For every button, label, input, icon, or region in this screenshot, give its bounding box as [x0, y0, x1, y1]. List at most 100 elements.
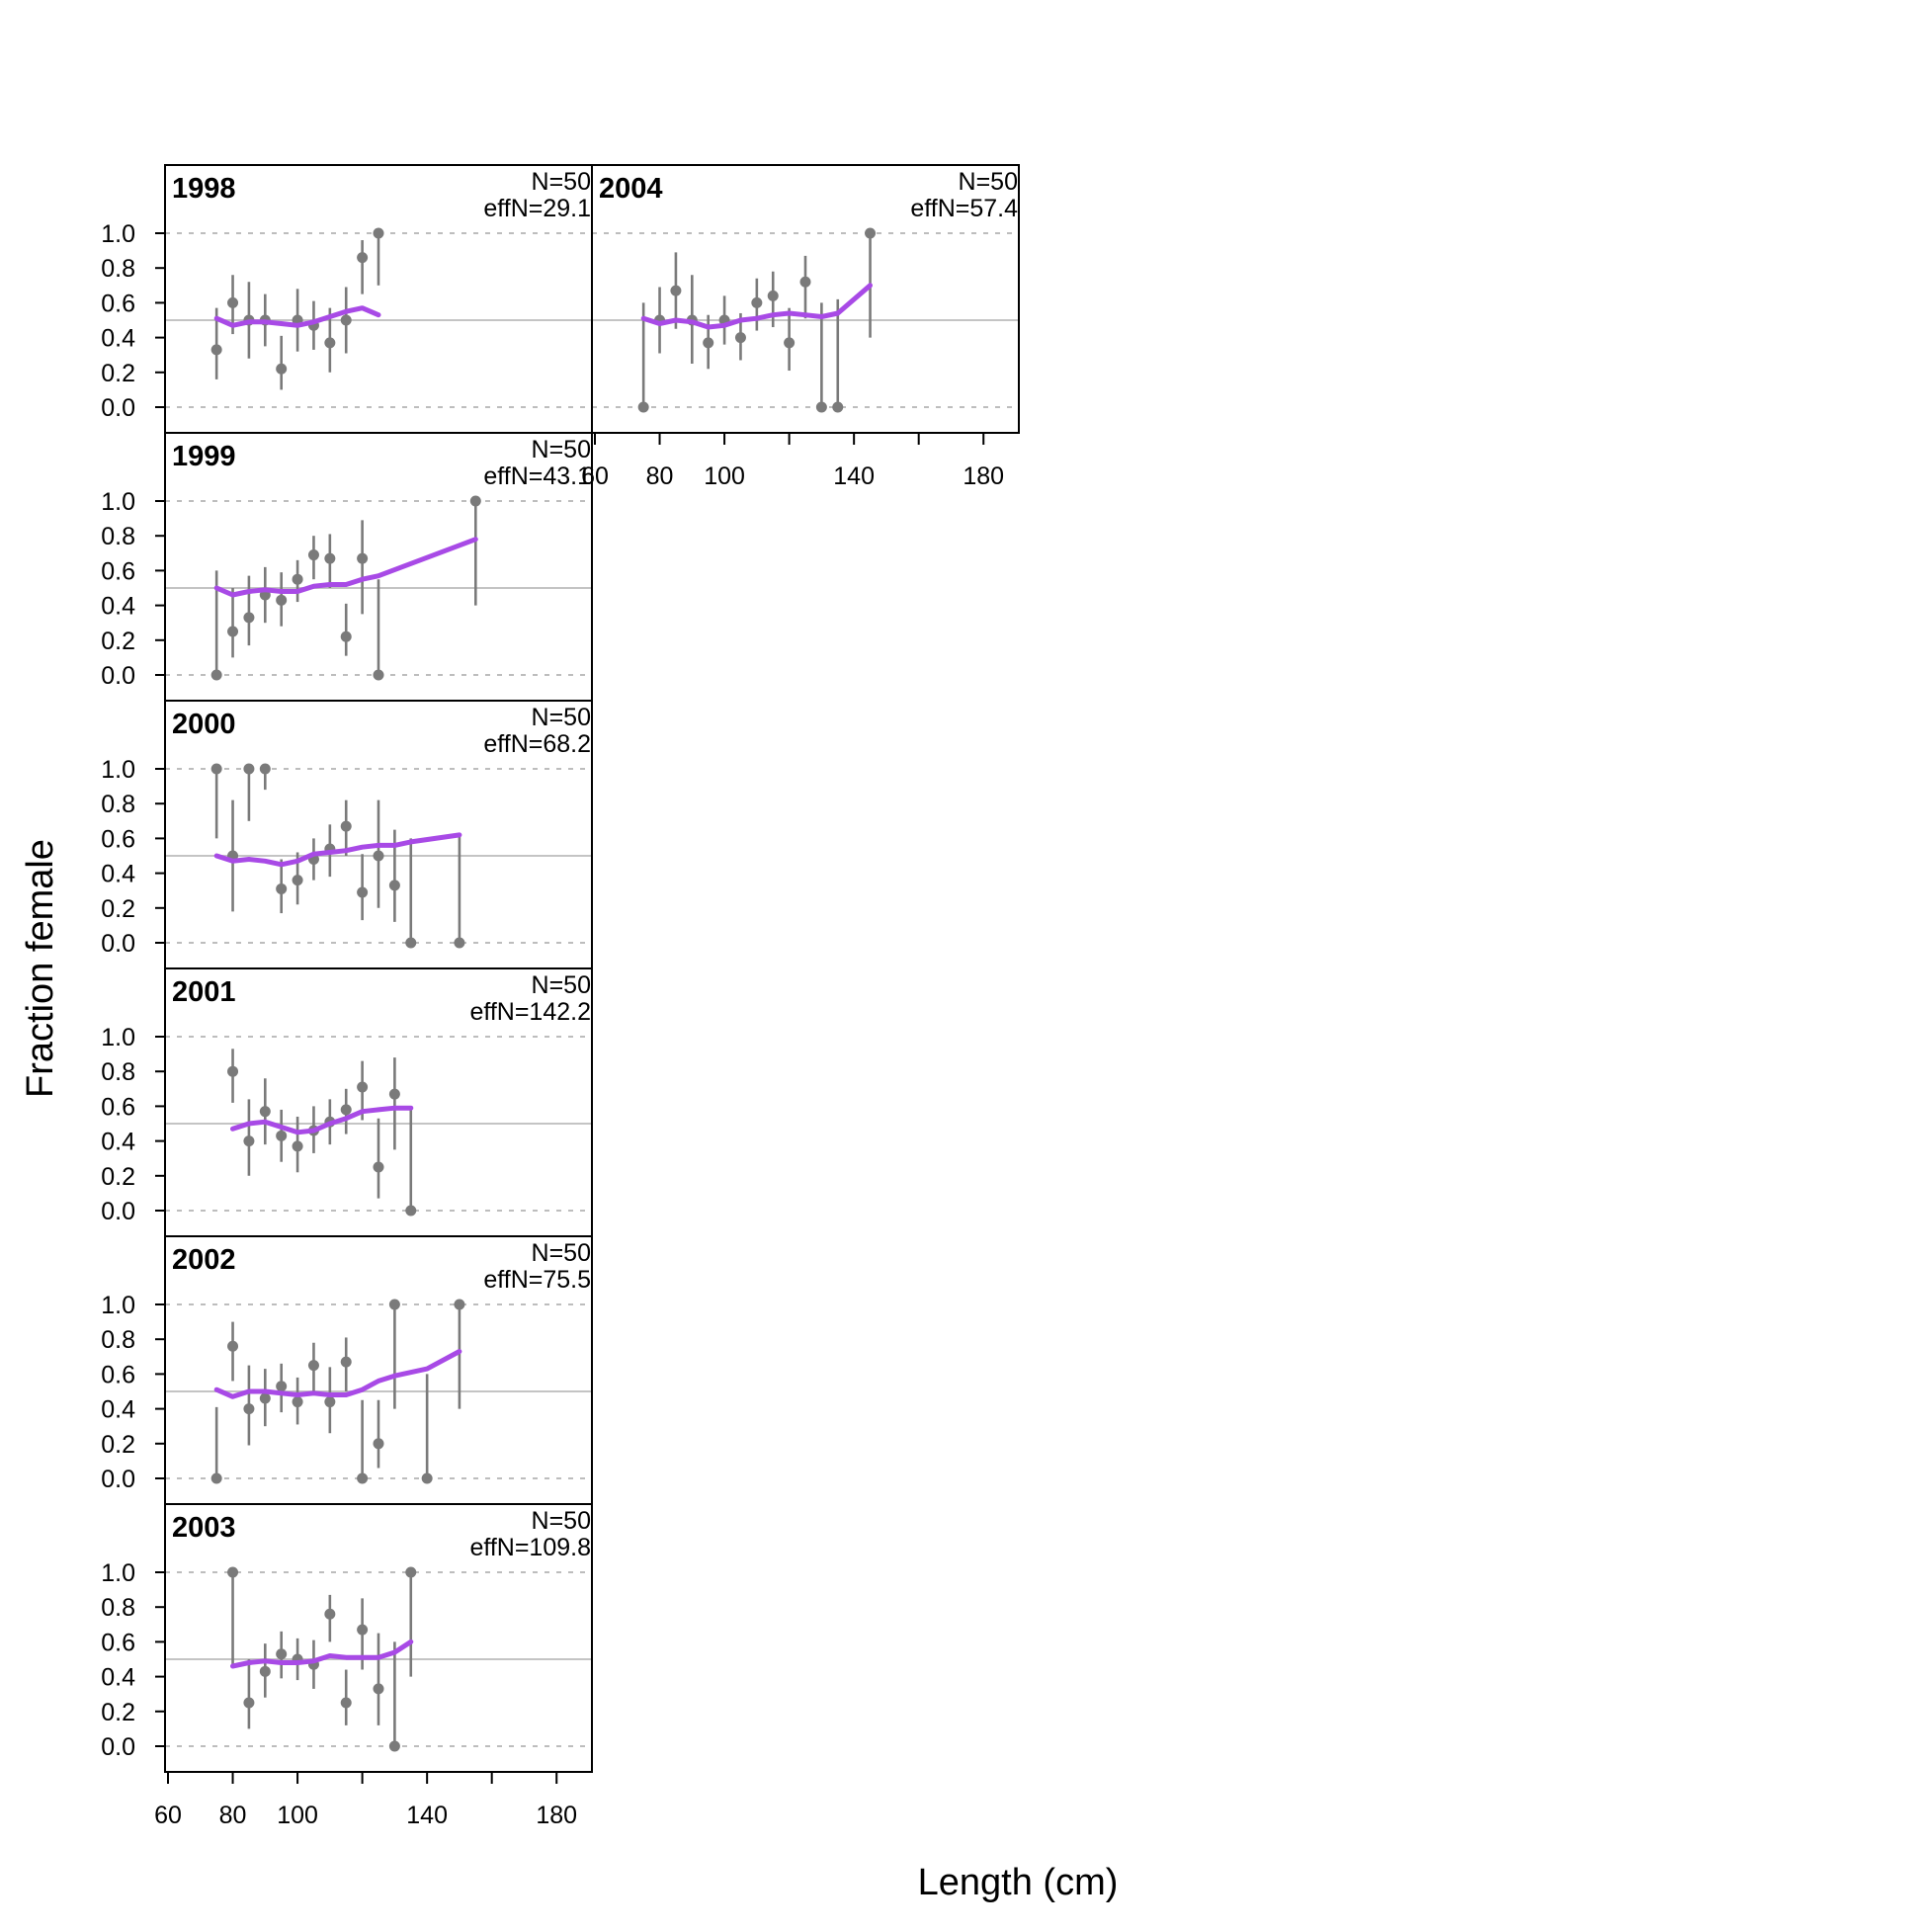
y-tick-label: 0.0	[101, 1198, 135, 1225]
observed-point	[373, 1161, 384, 1173]
observed-point	[276, 1648, 288, 1660]
x-tick-label: 140	[833, 462, 875, 490]
fitted-line	[230, 1638, 414, 1669]
panel-year-label: 2001	[172, 976, 236, 1008]
x-tick-label: 60	[154, 1802, 182, 1829]
observed-point	[292, 573, 303, 585]
observed-point	[373, 850, 384, 862]
panel-n-label: N=50	[532, 1507, 591, 1535]
panel-n-label: N=50	[532, 704, 591, 731]
fitted-line	[213, 832, 462, 868]
panel-n-label: N=50	[532, 971, 591, 999]
observed-point	[227, 626, 239, 637]
y-tick-label: 0.2	[101, 628, 135, 655]
observed-point	[210, 344, 222, 356]
observed-point	[388, 1088, 400, 1100]
observed-point	[357, 1081, 369, 1093]
observed-point	[210, 1472, 222, 1484]
observed-point	[276, 1381, 288, 1392]
panel-effn-label: effN=68.2	[483, 730, 591, 758]
observed-point	[388, 1740, 400, 1752]
observed-point	[227, 1566, 239, 1578]
y-tick-label: 0.6	[101, 557, 135, 585]
fitted-line	[213, 537, 478, 598]
observed-point	[259, 1392, 271, 1404]
observed-point	[243, 1135, 255, 1147]
y-tick-label: 0.2	[101, 1431, 135, 1459]
panel-n-label: N=50	[532, 1239, 591, 1267]
observed-point	[357, 1472, 369, 1484]
x-tick-label: 180	[963, 462, 1004, 490]
observed-point	[210, 763, 222, 775]
observed-point	[243, 1403, 255, 1415]
observed-point	[469, 495, 481, 507]
y-tick-label: 0.8	[101, 523, 135, 550]
observed-point	[324, 1608, 336, 1620]
observed-point	[243, 612, 255, 624]
panel-year-label: 2004	[599, 173, 663, 205]
observed-point	[292, 875, 303, 886]
observed-point	[405, 937, 417, 949]
y-tick-label: 0.6	[101, 1093, 135, 1121]
observed-point	[454, 937, 465, 949]
observed-point	[276, 882, 288, 894]
y-tick-label: 0.4	[101, 861, 135, 888]
observed-point	[259, 1665, 271, 1677]
observed-point	[324, 1396, 336, 1408]
y-tick-label: 0.0	[101, 930, 135, 958]
y-tick-label: 0.8	[101, 791, 135, 818]
panel-effn-label: effN=109.8	[469, 1534, 591, 1561]
observed-point	[324, 337, 336, 349]
y-tick-label: 0.0	[101, 662, 135, 690]
observed-point	[324, 552, 336, 564]
observed-point	[340, 314, 352, 326]
observed-point	[259, 1106, 271, 1118]
x-tick-label: 100	[704, 462, 745, 490]
observed-point	[292, 1140, 303, 1152]
y-axis-title: Fraction female	[20, 839, 61, 1098]
x-tick-label: 100	[277, 1802, 318, 1829]
observed-point	[815, 401, 827, 413]
observed-point	[340, 820, 352, 832]
x-tick-label: 80	[219, 1802, 247, 1829]
y-tick-label: 0.8	[101, 1594, 135, 1622]
panel-n-label: N=50	[959, 168, 1018, 196]
y-tick-label: 0.4	[101, 1396, 135, 1424]
fitted-line	[213, 305, 381, 328]
observed-point	[734, 332, 746, 344]
observed-point	[340, 1356, 352, 1368]
x-tick-label: 180	[536, 1802, 577, 1829]
observed-point	[784, 337, 796, 349]
observed-point	[227, 1340, 239, 1352]
y-tick-label: 0.4	[101, 1129, 135, 1156]
panel-effn-label: effN=57.4	[910, 195, 1018, 222]
x-axis-2004: 60 80 100 140 180	[581, 432, 1004, 490]
fitted-line	[640, 283, 873, 330]
observed-point	[276, 363, 288, 375]
panel-n-label: N=50	[532, 436, 591, 463]
y-tick-label: 0.4	[101, 593, 135, 621]
observed-point	[703, 337, 714, 349]
fitted-line	[213, 1349, 462, 1399]
y-tick-label: 0.8	[101, 1326, 135, 1354]
panel-year-label: 2002	[172, 1244, 236, 1276]
observed-point	[276, 1130, 288, 1141]
observed-point	[670, 285, 682, 296]
observed-point	[357, 1624, 369, 1636]
x-tick-label: 140	[406, 1802, 448, 1829]
observed-point	[373, 1683, 384, 1695]
panel-effn-label: effN=75.5	[483, 1266, 591, 1294]
observed-point	[832, 401, 844, 413]
y-tick-label: 0.6	[101, 1629, 135, 1656]
y-tick-label: 1.0	[101, 756, 135, 784]
observed-point	[276, 594, 288, 606]
